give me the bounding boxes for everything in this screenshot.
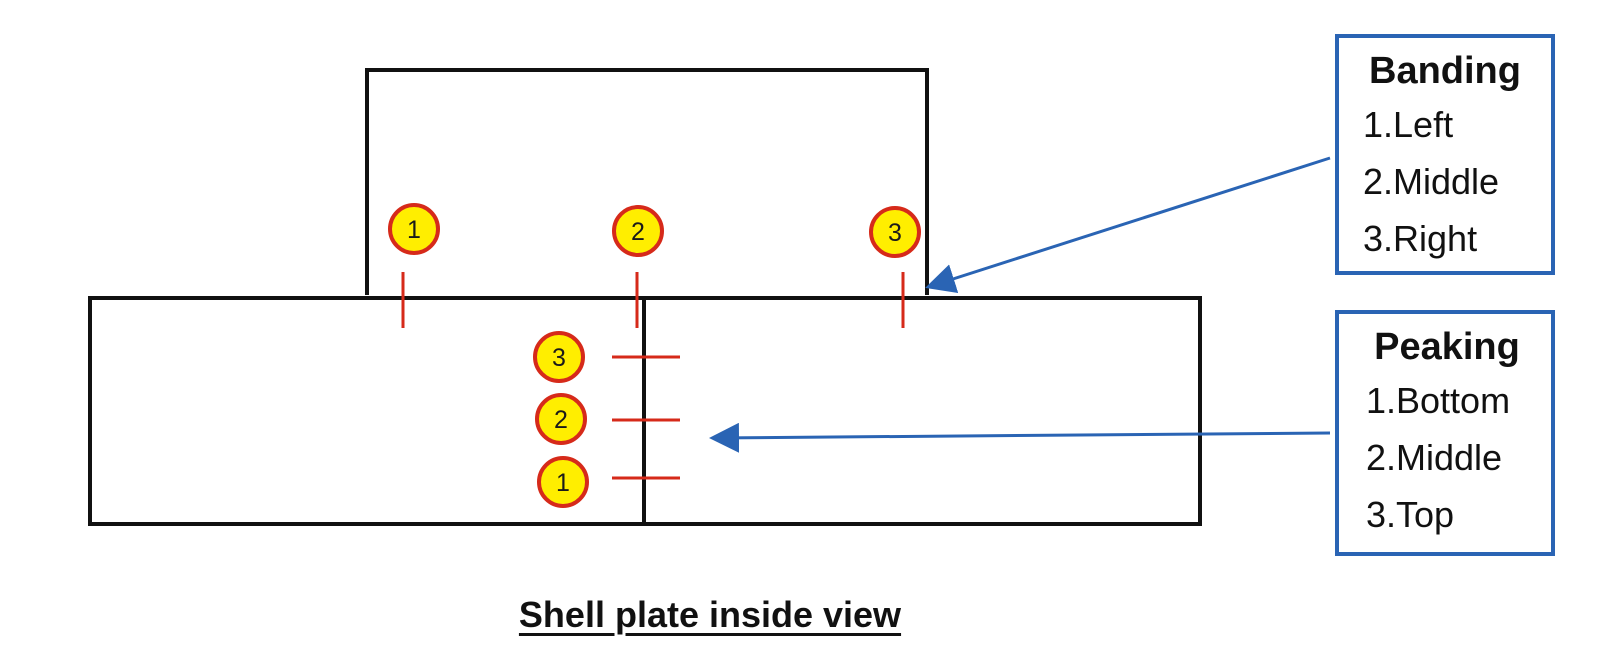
svg-text:2: 2	[631, 218, 645, 246]
peaking-marker-bottom: 1	[537, 456, 589, 508]
svg-text:1: 1	[556, 469, 570, 497]
peaking-arrow	[709, 422, 1331, 453]
peaking-marker-middle: 2	[535, 393, 587, 445]
peaking-legend-item: 1.Bottom	[1366, 380, 1511, 421]
banding-legend-title: Banding	[1369, 50, 1521, 92]
upper-plate	[365, 68, 929, 295]
banding-marker-left: 1	[388, 203, 440, 255]
svg-text:1: 1	[407, 216, 421, 244]
peaking-legend-title: Peaking	[1374, 326, 1520, 368]
banding-legend-item: 3.Right	[1363, 218, 1478, 259]
svg-text:3: 3	[888, 219, 902, 247]
svg-text:2: 2	[554, 406, 568, 434]
banding-marker-middle: 2	[612, 205, 664, 257]
banding-marker-right: 3	[869, 206, 921, 258]
peaking-legend: Peaking 1.Bottom 2.Middle 3.Top	[1335, 310, 1555, 556]
peaking-marker-top: 3	[533, 331, 585, 383]
svg-text:3: 3	[552, 344, 566, 372]
diagram-caption: Shell plate inside view	[518, 594, 902, 635]
peaking-legend-item: 2.Middle	[1366, 437, 1503, 478]
banding-legend: Banding 1.Left 2.Middle 3.Right	[1335, 34, 1555, 275]
banding-legend-item: 2.Middle	[1363, 161, 1500, 202]
peaking-legend-item: 3.Top	[1366, 494, 1455, 535]
banding-legend-item: 1.Left	[1363, 104, 1454, 145]
banding-arrow	[925, 156, 1331, 294]
